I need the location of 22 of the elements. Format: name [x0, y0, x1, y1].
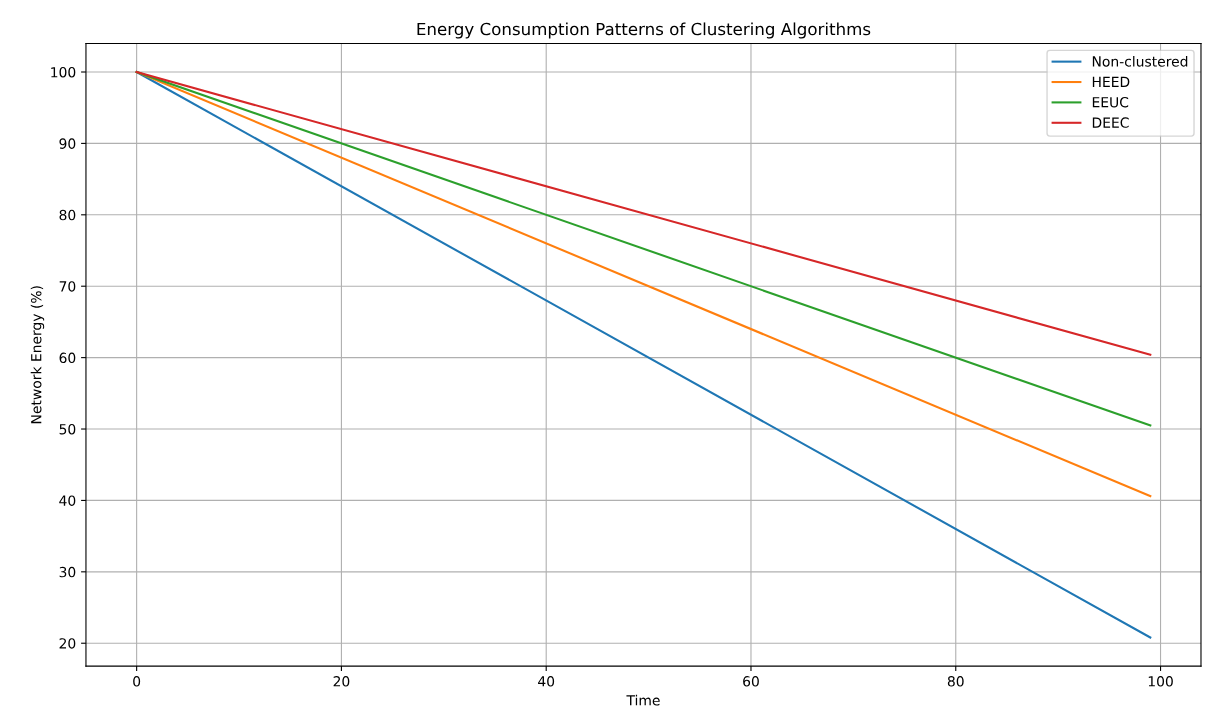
y-tick-label: 60: [59, 352, 76, 364]
y-tick-label: 50: [59, 423, 76, 435]
y-tick-label: 40: [59, 495, 76, 506]
legend-label: EEUC: [1092, 96, 1129, 108]
x-tick-label: 0: [133, 676, 141, 687]
legend-label: HEED: [1092, 76, 1130, 87]
x-tick-label: 20: [333, 676, 350, 687]
y-tick-label: 100: [51, 66, 76, 78]
legend-label: DEEC: [1092, 117, 1129, 128]
chart-title: Energy Consumption Patterns of Clustering Algorithms: [417, 22, 871, 39]
x-axis-title: Time: [626, 694, 660, 706]
y-tick-label: 30: [59, 566, 76, 578]
x-tick-label: 80: [947, 676, 964, 687]
y-tick-label: 90: [59, 138, 76, 149]
x-tick-label: 100: [1148, 676, 1173, 687]
y-axis-title: Network Energy (%): [30, 286, 45, 424]
y-tick-label: 70: [59, 281, 76, 292]
x-tick-label: 40: [538, 676, 555, 687]
x-tick-label: 60: [743, 676, 759, 687]
y-tick-label: 20: [59, 638, 76, 649]
legend-label: Non-clustered: [1092, 55, 1188, 67]
y-tick-label: 80: [59, 209, 76, 221]
